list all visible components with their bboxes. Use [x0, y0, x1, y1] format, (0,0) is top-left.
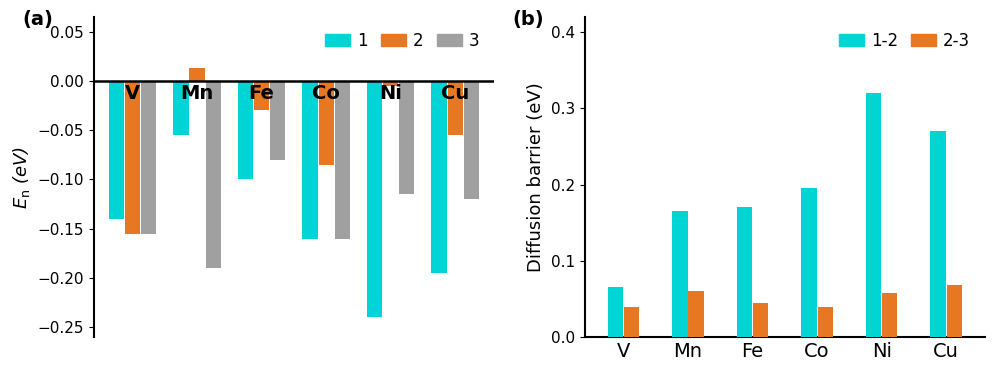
Bar [623, 307, 639, 337]
Bar [189, 68, 205, 81]
Bar [882, 293, 897, 337]
Bar [383, 81, 398, 86]
Text: Mn: Mn [180, 84, 214, 103]
Bar [335, 81, 350, 238]
Text: Co: Co [312, 84, 340, 103]
Text: (a): (a) [22, 10, 53, 29]
Y-axis label: Diffusion barrier (eV): Diffusion barrier (eV) [527, 82, 546, 272]
Legend: 1-2, 2-3: 1-2, 2-3 [833, 25, 976, 57]
Bar [238, 81, 253, 179]
Bar [303, 81, 318, 238]
Bar [367, 81, 382, 317]
Bar [431, 81, 447, 273]
Text: Fe: Fe [249, 84, 275, 103]
Bar [737, 208, 752, 337]
Bar [866, 93, 881, 337]
Bar [270, 81, 286, 160]
Legend: 1, 2, 3: 1, 2, 3 [319, 25, 486, 57]
Bar [205, 81, 221, 268]
Bar [946, 285, 962, 337]
Bar [109, 81, 124, 219]
Bar [464, 81, 479, 199]
Bar [173, 81, 188, 135]
Bar [930, 131, 946, 337]
Bar [124, 81, 140, 234]
Text: V: V [125, 84, 140, 103]
Text: (b): (b) [513, 10, 545, 29]
Y-axis label: $E_{\mathrm{n}}$ (eV): $E_{\mathrm{n}}$ (eV) [11, 145, 32, 209]
Bar [688, 291, 704, 337]
Bar [818, 307, 833, 337]
Bar [608, 288, 623, 337]
Bar [753, 303, 768, 337]
Bar [672, 211, 687, 337]
Text: Ni: Ni [379, 84, 402, 103]
Bar [447, 81, 463, 135]
Bar [319, 81, 334, 165]
Bar [141, 81, 156, 234]
Bar [399, 81, 414, 194]
Bar [802, 188, 817, 337]
Bar [254, 81, 269, 110]
Text: Cu: Cu [441, 84, 469, 103]
